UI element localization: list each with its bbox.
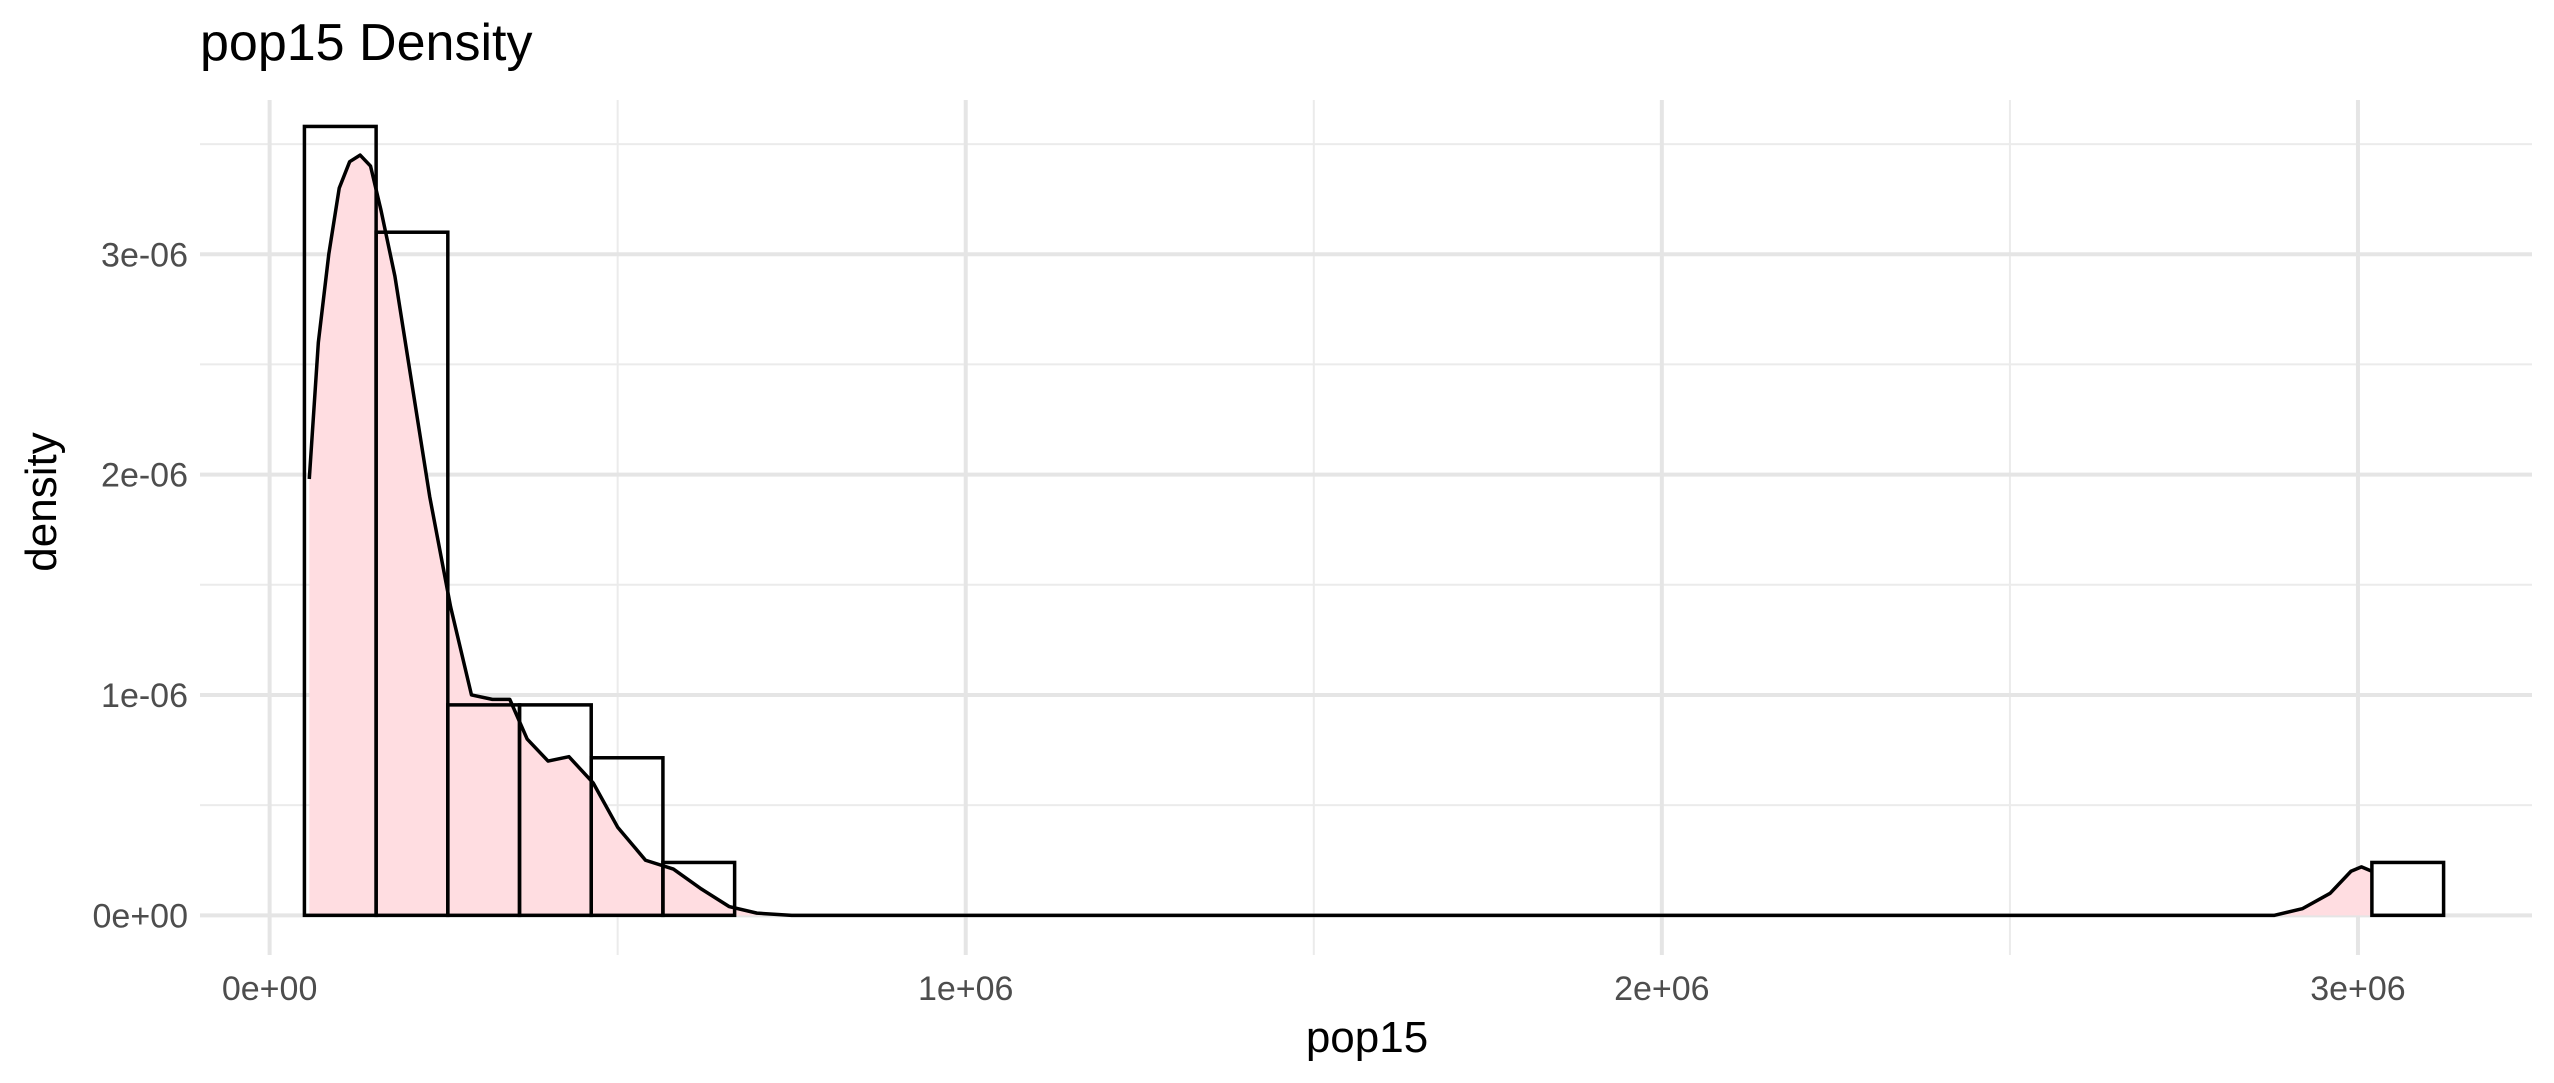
y-tick-label: 0e+00 bbox=[93, 897, 189, 935]
y-tick-label: 1e-06 bbox=[101, 677, 188, 715]
density-fill bbox=[2274, 866, 2372, 916]
x-tick-labels: 0e+00 1e+06 2e+06 3e+06 bbox=[222, 970, 2406, 1008]
density-area bbox=[309, 155, 2372, 916]
density-fill bbox=[309, 155, 792, 916]
density-line bbox=[307, 153, 2373, 918]
y-tick-label: 2e-06 bbox=[101, 457, 188, 495]
histogram-bar bbox=[374, 230, 450, 918]
y-tick-label: 3e-06 bbox=[101, 236, 188, 274]
x-tick-label: 2e+06 bbox=[1614, 970, 1710, 1008]
histogram-bars bbox=[302, 124, 2446, 918]
x-tick-label: 0e+00 bbox=[222, 970, 318, 1008]
x-tick-label: 3e+06 bbox=[2310, 970, 2406, 1008]
x-tick-label: 1e+06 bbox=[918, 970, 1014, 1008]
x-axis-title: pop15 bbox=[1306, 1013, 1428, 1062]
y-tick-labels: 0e+00 1e-06 2e-06 3e-06 bbox=[93, 236, 189, 935]
histogram-bar bbox=[589, 756, 665, 918]
y-axis-title: density bbox=[17, 432, 66, 571]
histogram-bar bbox=[661, 860, 737, 918]
chart-title: pop15 Density bbox=[200, 14, 532, 72]
density-curve bbox=[307, 153, 2373, 918]
histogram-bar bbox=[2370, 860, 2446, 918]
